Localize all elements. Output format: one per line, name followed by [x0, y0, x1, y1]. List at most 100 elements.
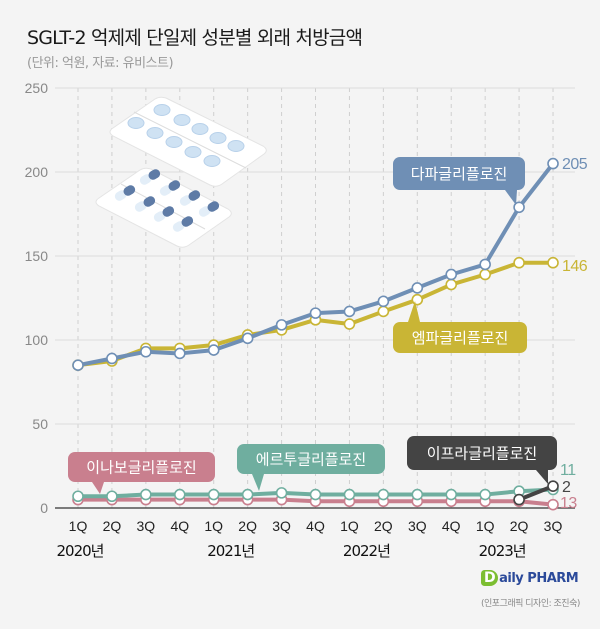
- data-point: [445, 268, 458, 281]
- year-label: 2021년: [207, 542, 254, 560]
- data-point: [445, 488, 458, 501]
- capsule-half-dark: [123, 185, 136, 196]
- data-point: [547, 498, 559, 511]
- data-point: [309, 307, 322, 319]
- data-point: [411, 488, 424, 501]
- y-tick-label: 250: [25, 80, 49, 96]
- x-tick-label: 2Q: [103, 518, 122, 534]
- capsule-icon: [139, 169, 161, 185]
- series-name-label: 이나보글리플로진: [86, 459, 196, 477]
- series-end-label: 205: [562, 156, 588, 173]
- x-tick-label: 4Q: [442, 518, 461, 534]
- bubble-tail: [536, 470, 548, 484]
- data-point: [377, 305, 390, 318]
- x-tick-label: 2Q: [238, 518, 257, 534]
- series-name-label: 에르투글리플로진: [256, 451, 366, 469]
- series-end-label: 11: [560, 462, 576, 479]
- year-label: 2023년: [479, 542, 526, 560]
- series-name-bubble: 이프라글리플로진: [407, 436, 557, 484]
- chart-subtitle: (단위: 억원, 자료: 유비스트): [27, 56, 174, 71]
- capsule-icon: [153, 206, 175, 222]
- capsule-half-light: [134, 201, 147, 212]
- capsule-half-dark: [168, 180, 181, 191]
- series-end-label: 146: [562, 258, 588, 275]
- x-tick-label: 3Q: [544, 518, 563, 534]
- data-point: [140, 488, 152, 501]
- tablet-icon: [203, 155, 221, 167]
- data-point: [547, 480, 559, 492]
- capsule-half-dark: [181, 216, 194, 227]
- tablet-icon: [173, 114, 191, 126]
- series-end-label: 13: [560, 495, 577, 512]
- tablet-icon: [209, 132, 227, 144]
- data-point: [207, 344, 220, 356]
- capsule-icon: [198, 201, 220, 217]
- data-point: [479, 488, 491, 501]
- data-point: [241, 488, 254, 501]
- x-tick-label: 3Q: [408, 518, 427, 534]
- capsule-icon: [172, 216, 194, 232]
- bubble-tail: [408, 301, 420, 322]
- series-name-bubble: 에르투글리플로진: [237, 444, 385, 491]
- y-tick-label: 50: [32, 416, 48, 432]
- capsule-half-light: [114, 190, 127, 201]
- data-point: [72, 490, 84, 503]
- series-line: [518, 484, 554, 502]
- series-name-label: 다파글리플로진: [411, 165, 508, 183]
- data-point: [513, 201, 525, 214]
- bubble-bg: [393, 157, 525, 190]
- y-tick-label: 200: [25, 164, 49, 180]
- data-point: [547, 157, 559, 170]
- bubble-bg: [407, 436, 557, 470]
- bubble-bg: [237, 444, 385, 474]
- data-point: [479, 268, 491, 281]
- data-point: [547, 256, 559, 269]
- series-end-label: 2: [562, 479, 571, 496]
- capsule-half-dark: [162, 206, 175, 217]
- bubble-bg: [68, 452, 215, 482]
- data-point: [411, 282, 424, 294]
- data-point: [106, 352, 118, 365]
- bubble-tail: [252, 474, 264, 491]
- data-point: [241, 332, 254, 345]
- data-point: [173, 488, 186, 501]
- bubble-tail: [505, 190, 517, 205]
- data-point: [479, 258, 491, 271]
- tablet-icon: [127, 117, 145, 129]
- data-point: [377, 295, 390, 308]
- data-point: [207, 488, 220, 501]
- capsule-half-dark: [207, 201, 220, 212]
- design-credit: (인포그래픽 디자인: 조진숙): [481, 599, 580, 609]
- data-point: [275, 319, 288, 331]
- x-tick-label: 1Q: [69, 518, 88, 534]
- capsule-icon: [179, 190, 201, 206]
- x-tick-label: 2Q: [374, 518, 393, 534]
- x-tick-label: 1Q: [476, 518, 495, 534]
- data-point: [275, 487, 288, 499]
- data-point: [72, 359, 84, 372]
- capsule-icon: [114, 185, 136, 201]
- tablet-icon: [227, 140, 245, 152]
- tablet-blister-icon: [109, 96, 267, 187]
- capsule-half-dark: [148, 169, 161, 180]
- data-point: [343, 318, 356, 330]
- data-point: [140, 345, 152, 358]
- tablet-icon: [153, 104, 171, 116]
- capsule-half-dark: [143, 196, 156, 207]
- bubble-tail: [92, 482, 104, 494]
- data-point: [513, 256, 525, 269]
- capsule-half-light: [179, 195, 192, 206]
- capsule-icon: [134, 196, 156, 212]
- data-point: [343, 488, 356, 501]
- capsule-half-light: [198, 206, 211, 217]
- series-name-bubble: 이나보글리플로진: [68, 452, 215, 494]
- bubble-bg: [393, 322, 527, 353]
- capsule-half-dark: [188, 190, 201, 201]
- pill-illustration: [95, 96, 267, 248]
- y-tick-label: 150: [25, 248, 49, 264]
- capsule-half-light: [139, 174, 152, 185]
- capsule-half-light: [159, 185, 172, 196]
- x-tick-label: 1Q: [204, 518, 223, 534]
- series-name-label: 이프라글리플로진: [427, 445, 537, 463]
